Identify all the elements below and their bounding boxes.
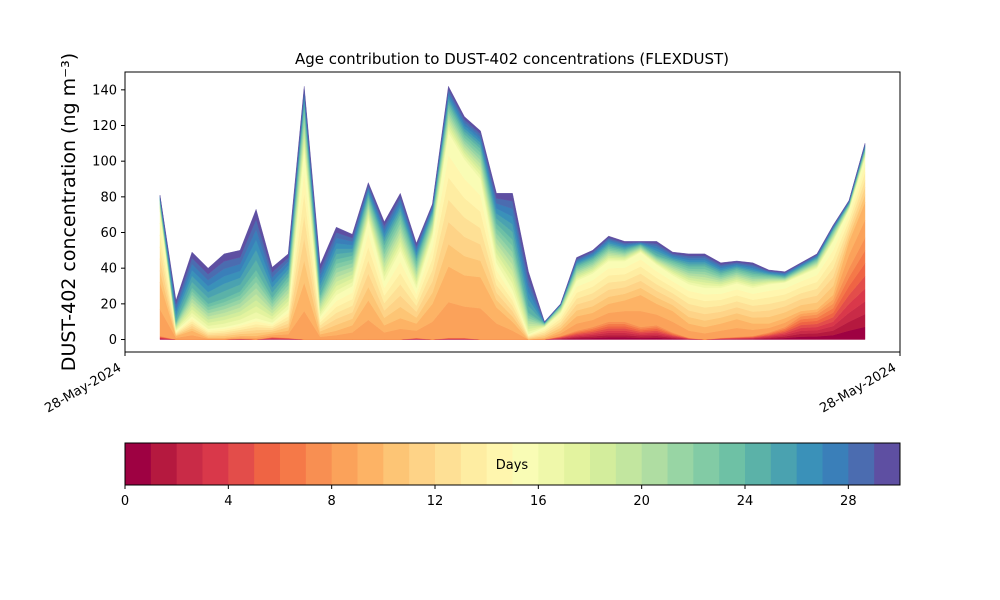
y-tick-label: 100 [92,155,117,170]
colorbar-band-16 [538,443,565,485]
y-tick-label: 60 [100,226,117,241]
x-tick-label-start: 28-May-2024 [42,360,124,416]
colorbar-band-28 [848,443,875,485]
colorbar-tick-label: 16 [530,494,547,509]
colorbar-band-22 [693,443,720,485]
x-tick-label-end: 28-May-2024 [817,360,899,416]
colorbar-band-23 [719,443,746,485]
colorbar-band-9 [357,443,384,485]
colorbar-band-26 [796,443,823,485]
colorbar-band-15 [512,443,539,485]
colorbar-band-17 [564,443,591,485]
y-tick-label: 40 [100,262,117,277]
colorbar-band-27 [822,443,849,485]
stacked-area-layers [159,85,866,340]
colorbar-band-3 [202,443,229,485]
y-axis-label: DUST-402 concentration (ng m⁻³) [58,53,80,371]
colorbar-band-1 [150,443,178,485]
colorbar-tick-label: 0 [121,494,129,509]
chart-title: Age contribution to DUST-402 concentrati… [295,50,729,68]
colorbar-tick-label: 4 [224,494,232,509]
y-tick-label: 80 [100,190,117,205]
plot-frame [124,71,901,353]
colorbar-tick-label: 28 [840,494,857,509]
colorbar-ticks: 0 4 8 12 16 20 24 28 [121,485,857,509]
colorbar-tick-label: 12 [427,494,444,509]
colorbar-band-2 [176,443,203,485]
colorbar-band-4 [228,443,255,485]
colorbar-band-7 [305,443,333,485]
colorbar [125,443,901,485]
y-tick-label: 20 [100,297,117,312]
colorbar-band-13 [460,443,488,485]
colorbar-band-0 [125,443,152,485]
colorbar-band-8 [331,443,358,485]
colorbar-band-21 [667,443,694,485]
colorbar-band-18 [590,443,617,485]
y-tick-label: 140 [92,83,117,98]
y-tick-label: 0 [109,333,117,348]
colorbar-band-14 [486,443,513,485]
colorbar-band-20 [641,443,668,485]
age-layer-day-29 [159,85,866,323]
colorbar-band-11 [409,443,436,485]
y-axis-ticks: 0 20 40 60 80 100 120 140 [92,83,125,348]
colorbar-tick-label: 24 [737,494,754,509]
colorbar-band-24 [745,443,772,485]
colorbar-band-5 [254,443,281,485]
colorbar-tick-label: 20 [633,494,650,509]
colorbar-band-12 [435,443,462,485]
colorbar-frame [124,442,901,486]
y-tick-label: 120 [92,119,117,134]
colorbar-band-19 [615,443,643,485]
colorbar-band-25 [770,443,798,485]
colorbar-band-29 [874,443,901,485]
colorbar-band-10 [383,443,410,485]
colorbar-tick-label: 8 [328,494,336,509]
colorbar-band-6 [280,443,307,485]
colorbar-label: Days [496,458,529,473]
